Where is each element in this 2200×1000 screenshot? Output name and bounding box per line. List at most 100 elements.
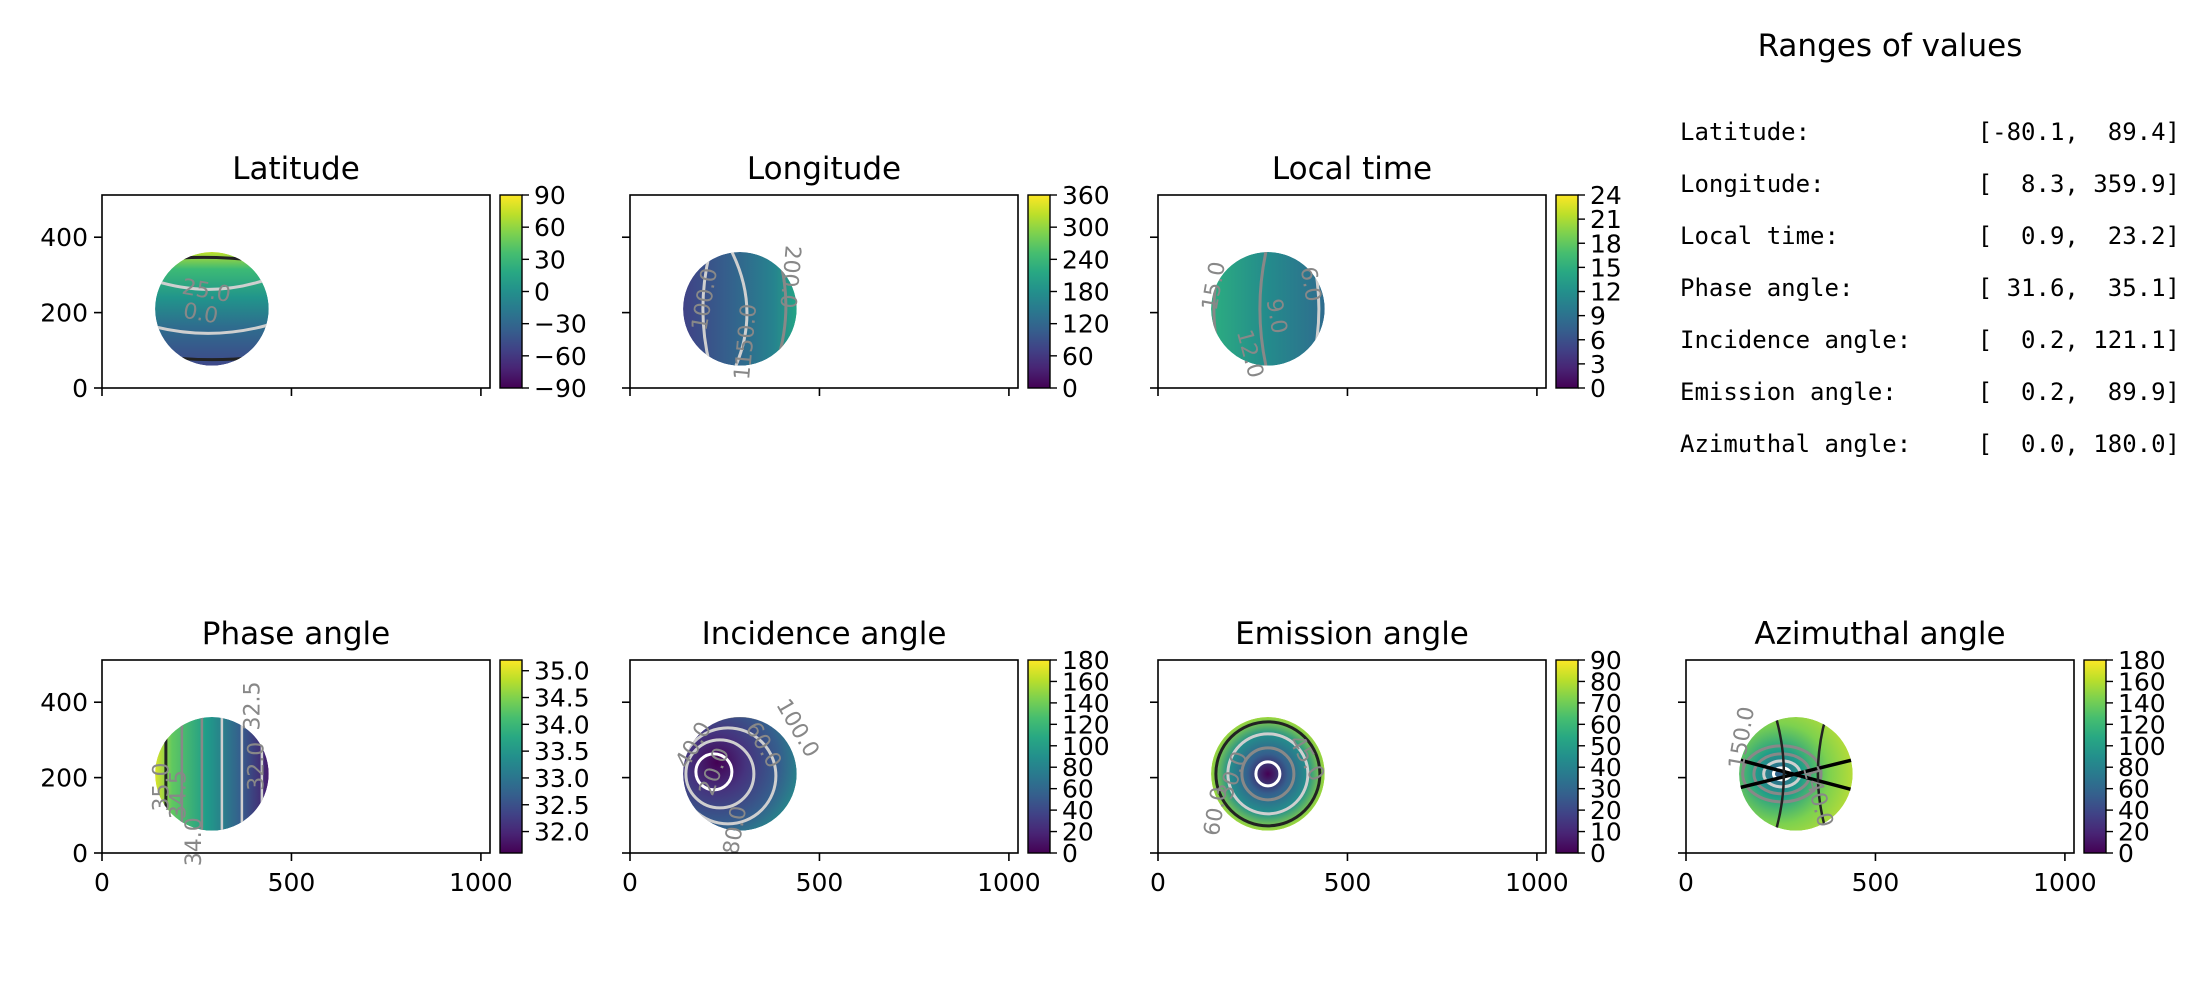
contour-line (1258, 252, 1268, 366)
x-tick-label: 500 (268, 868, 316, 897)
colorbar-tick-label: 3 (1590, 350, 1606, 379)
range-value: [ 0.0, 180.0] (1977, 430, 2180, 458)
range-row-incidence-angle: Incidence angle: [ 0.2, 121.1] (1680, 326, 2180, 366)
range-row-latitude: Latitude: [-80.1, 89.4] (1680, 118, 2180, 158)
colorbar-tick-label: 34.0 (534, 710, 590, 739)
range-value: [ 0.2, 121.1] (1977, 326, 2180, 354)
range-label: Emission angle: (1680, 378, 1897, 406)
colorbar-tick-label: 160 (2118, 667, 2166, 696)
subplot-longitude: Longitude100.0150.0200.01060120180240300… (622, 151, 1110, 403)
x-tick-label: 500 (796, 868, 844, 897)
colorbar-tick-label: 33.5 (534, 737, 590, 766)
subplot-title: Latitude (232, 151, 360, 187)
range-value: [ 0.2, 89.9] (1977, 378, 2180, 406)
contour-label: 35.0 (150, 763, 175, 812)
contour-lines (1739, 717, 1853, 831)
colorbar (499, 194, 523, 389)
disc-image (155, 717, 269, 831)
subplot-title: Phase angle (202, 616, 390, 652)
range-label: Incidence angle: (1680, 326, 1912, 354)
subplot-title: Longitude (747, 151, 901, 187)
colorbar-tick-label: 40 (1590, 753, 1622, 782)
disc-image (683, 252, 797, 366)
colorbar-tick-label: 140 (2118, 689, 2166, 718)
range-row-longitude: Longitude: [ 8.3, 359.9] (1680, 170, 2180, 210)
range-label: Latitude: (1680, 118, 1811, 146)
colorbar (1027, 194, 1051, 389)
colorbar-tick-label: 180 (1062, 278, 1110, 307)
x-tick-label: 1000 (977, 868, 1041, 897)
colorbar (1555, 194, 1579, 389)
contour-label: 32.5 (241, 681, 266, 730)
colorbar-tick-label: 0 (2118, 839, 2134, 868)
colorbar-tick-label: −30 (534, 310, 587, 339)
subplot-title: Incidence angle (702, 616, 947, 652)
subplot-title: Emission angle (1235, 616, 1469, 652)
range-label: Local time: (1680, 222, 1839, 250)
colorbar-tick-label: 0 (1590, 374, 1606, 403)
contour-line (701, 252, 712, 366)
colorbar-tick-label: 100 (1062, 732, 1110, 761)
range-value: [ 31.6, 35.1] (1977, 274, 2180, 302)
colorbar-tick-label: 80 (1062, 753, 1094, 782)
contour-label: 200.0 (774, 244, 804, 309)
range-label: Azimuthal angle: (1680, 430, 1912, 458)
colorbar-tick-label: 60 (1062, 342, 1094, 371)
colorbar-tick-label: 10 (1590, 818, 1622, 847)
colorbar-tick-label: 30 (534, 245, 566, 274)
contour-lines (1214, 720, 1322, 828)
colorbar-tick-label: 80 (1590, 667, 1622, 696)
contour-label: 150.0 (732, 303, 762, 368)
colorbar-tick-label: 80 (2118, 753, 2150, 782)
colorbar-tick-label: 180 (1062, 646, 1110, 675)
colorbar-tick-label: 35.0 (534, 657, 590, 686)
colorbar-tick-label: 34.5 (534, 684, 590, 713)
contour-line (694, 752, 734, 792)
range-value: [ 8.3, 359.9] (1977, 170, 2180, 198)
contour-label: 34.5 (167, 770, 192, 819)
colorbar-tick-label: 15 (1590, 253, 1622, 282)
colorbar-tick-label: 300 (1062, 213, 1110, 242)
colorbar-tick-label: 60 (1062, 775, 1094, 804)
colorbar-tick-label: −60 (534, 342, 587, 371)
colorbar (2083, 659, 2107, 854)
colorbar-tick-label: 120 (1062, 710, 1110, 739)
contour-line (1240, 746, 1296, 802)
colorbar-tick-label: 0 (1590, 839, 1606, 868)
contour-line (683, 726, 778, 826)
contour-line (1739, 758, 1853, 790)
y-tick-label: 0 (72, 374, 88, 403)
colorbar-tick-label: 70 (1590, 689, 1622, 718)
colorbar-tick-label: 40 (1062, 796, 1094, 825)
subplot-title: Local time (1272, 151, 1432, 187)
x-tick-label: 0 (1678, 868, 1694, 897)
x-tick-label: 0 (1150, 868, 1166, 897)
x-tick-label: 1000 (449, 868, 513, 897)
axes-frame (1685, 659, 2075, 854)
colorbar-tick-label: −90 (534, 374, 587, 403)
colorbar-tick-label: 0 (1062, 374, 1078, 403)
colorbar-tick-label: 160 (1062, 667, 1110, 696)
colorbar (1555, 659, 1579, 854)
contour-lines (683, 717, 797, 831)
colorbar-tick-label: 120 (2118, 710, 2166, 739)
x-tick-label: 500 (1324, 868, 1372, 897)
colorbar-tick-label: 32.5 (534, 791, 590, 820)
contour-line (1254, 760, 1282, 788)
range-value: [-80.1, 89.4] (1977, 118, 2180, 146)
colorbar-tick-label: 240 (1062, 245, 1110, 274)
colorbar-tick-label: 180 (2118, 646, 2166, 675)
range-row-emission-angle: Emission angle: [ 0.2, 89.9] (1680, 378, 2180, 418)
axes-frame (629, 194, 1019, 389)
contour-line (1774, 717, 1786, 831)
axes-frame (629, 659, 1019, 854)
colorbar-tick-label: 0 (534, 278, 550, 307)
y-tick-label: 400 (40, 223, 88, 252)
y-tick-label: 400 (40, 688, 88, 717)
